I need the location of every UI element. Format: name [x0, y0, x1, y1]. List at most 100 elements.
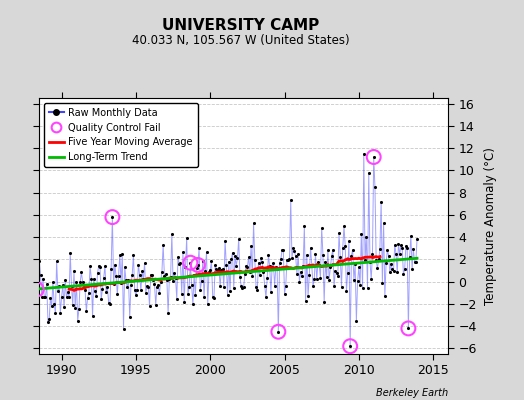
Point: [373, 265, 381, 272]
Point: [263, 275, 271, 282]
Point: [246, 268, 254, 275]
Point: [278, 247, 286, 253]
Point: [226, 288, 234, 294]
Point: [160, 272, 169, 279]
Point: [141, 290, 150, 296]
Point: [41, 294, 50, 300]
Point: [110, 281, 118, 287]
Point: [345, 238, 353, 244]
Point: [288, 255, 296, 262]
Point: [281, 282, 290, 289]
Point: [230, 284, 238, 291]
Point: [287, 197, 295, 203]
Point: [51, 310, 60, 316]
Point: [274, 328, 282, 335]
Point: [259, 269, 268, 275]
Point: [321, 259, 330, 266]
Point: [108, 214, 116, 220]
Point: [260, 282, 269, 289]
Point: [36, 272, 45, 278]
Point: [366, 259, 374, 265]
Point: [377, 198, 385, 205]
Point: [262, 294, 270, 301]
Point: [341, 242, 350, 249]
Point: [185, 284, 193, 290]
Point: [71, 304, 80, 311]
Point: [396, 251, 404, 258]
Point: [361, 257, 369, 263]
Point: [238, 285, 247, 292]
Point: [363, 285, 372, 291]
Point: [266, 263, 274, 270]
Point: [31, 259, 40, 265]
Point: [113, 291, 122, 297]
Point: [124, 277, 133, 283]
Point: [379, 220, 388, 226]
Point: [202, 249, 211, 255]
Point: [248, 273, 257, 280]
Point: [308, 262, 316, 269]
Point: [388, 266, 397, 272]
Point: [219, 266, 227, 272]
Point: [394, 240, 402, 247]
Point: [35, 258, 43, 264]
Point: [269, 260, 278, 266]
Point: [81, 287, 89, 294]
Point: [223, 292, 232, 298]
Point: [133, 287, 141, 293]
Point: [252, 283, 260, 290]
Point: [191, 292, 200, 298]
Point: [243, 264, 252, 270]
Point: [140, 260, 149, 266]
Point: [184, 291, 192, 298]
Point: [129, 252, 138, 258]
Point: [215, 265, 223, 271]
Point: [290, 248, 299, 254]
Point: [335, 230, 343, 236]
Point: [151, 302, 160, 308]
Point: [38, 294, 46, 300]
Point: [104, 300, 113, 306]
Point: [195, 245, 203, 252]
Point: [94, 262, 103, 269]
Point: [158, 268, 166, 275]
Point: [99, 286, 107, 292]
Point: [175, 261, 183, 267]
Point: [53, 288, 62, 294]
Point: [87, 275, 95, 282]
Point: [70, 268, 78, 274]
Point: [77, 269, 85, 276]
Point: [280, 290, 289, 297]
Point: [293, 270, 301, 277]
Point: [119, 326, 128, 332]
Text: UNIVERSITY CAMP: UNIVERSITY CAMP: [162, 18, 320, 33]
Point: [225, 259, 233, 265]
Point: [403, 245, 411, 252]
Point: [404, 325, 412, 332]
Y-axis label: Temperature Anomaly (°C): Temperature Anomaly (°C): [484, 147, 497, 305]
Point: [155, 290, 163, 297]
Point: [192, 264, 201, 271]
Point: [258, 259, 266, 266]
Point: [410, 259, 419, 265]
Point: [154, 282, 162, 288]
Point: [102, 289, 111, 295]
Point: [73, 318, 82, 324]
Point: [235, 236, 243, 242]
Point: [294, 251, 302, 258]
Point: [264, 252, 272, 258]
Point: [305, 272, 313, 279]
Point: [227, 256, 235, 262]
Point: [304, 293, 312, 299]
Point: [312, 276, 321, 283]
Point: [45, 316, 53, 322]
Point: [268, 264, 276, 270]
Point: [382, 260, 390, 267]
Point: [66, 250, 74, 256]
Point: [211, 262, 220, 268]
Point: [279, 247, 288, 254]
Point: [107, 265, 115, 272]
Point: [298, 273, 306, 280]
Point: [348, 246, 357, 253]
Point: [283, 256, 291, 263]
